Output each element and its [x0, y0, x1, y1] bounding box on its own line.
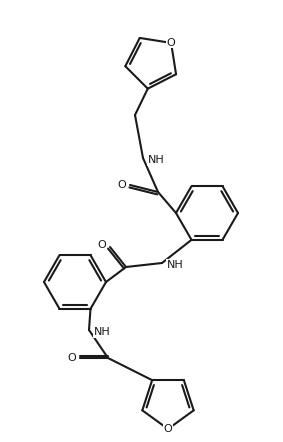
Text: O: O [164, 424, 172, 434]
Text: NH: NH [167, 260, 184, 270]
Text: O: O [167, 38, 175, 48]
Text: NH: NH [148, 155, 165, 165]
Text: NH: NH [94, 327, 111, 337]
Text: O: O [67, 353, 76, 363]
Text: O: O [97, 240, 106, 250]
Text: O: O [117, 180, 126, 190]
